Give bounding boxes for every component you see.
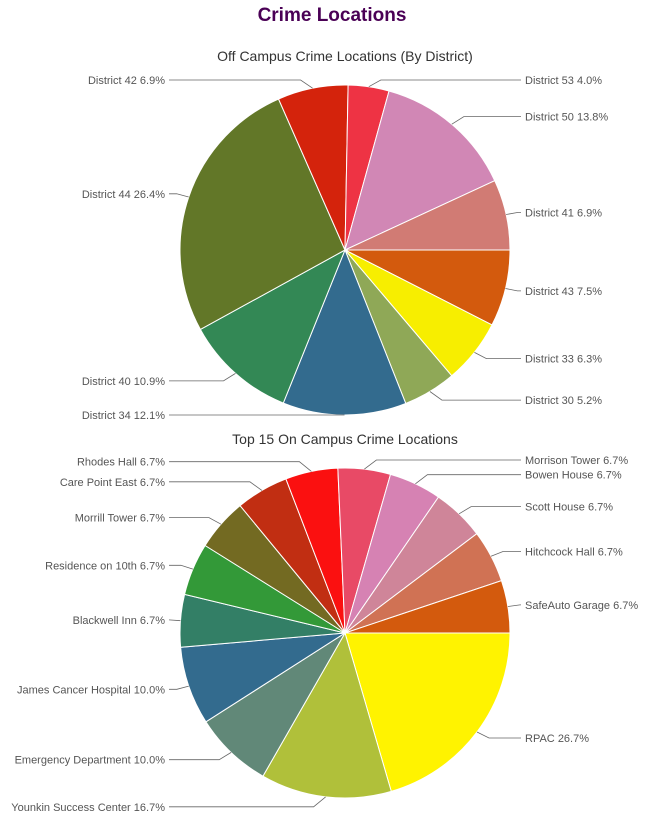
slice-label-safeauto-garage: SafeAuto Garage 6.7% xyxy=(525,600,638,612)
slice-label-morrison-tower: Morrison Tower 6.7% xyxy=(525,455,628,467)
off-campus-labels: District 53 4.0% District 50 13.8% Distric… xyxy=(82,75,609,422)
leader-line xyxy=(169,564,194,570)
slice-label-district-53: District 53 4.0% xyxy=(525,75,602,87)
page-title: Crime Locations xyxy=(257,5,407,26)
leader-line xyxy=(490,551,521,557)
leader-line xyxy=(169,481,263,491)
on-campus-labels: Morrison Tower 6.7% Bowen House 6.7% Scott… xyxy=(11,455,638,814)
slice-label-district-34: District 34 12.1% xyxy=(82,410,165,422)
leader-line xyxy=(169,461,312,472)
leader-line xyxy=(364,459,521,470)
leader-line xyxy=(169,796,326,808)
slice-label-bowen-house: Bowen House 6.7% xyxy=(525,470,622,482)
leader-line xyxy=(474,352,521,360)
leader-line xyxy=(507,604,521,607)
slice-label-care-point-east: Care Point East 6.7% xyxy=(60,477,165,489)
off-campus-slices xyxy=(179,84,511,416)
off-campus-pie-chart: Off Campus Crime Locations (By District)… xyxy=(82,48,609,422)
slice-label-younkin-success-center: Younkin Success Center 16.7% xyxy=(11,802,165,814)
leader-line xyxy=(169,79,313,89)
on-campus-pie-chart: Top 15 On Campus Crime Locations Morrison… xyxy=(11,431,638,814)
leader-line xyxy=(168,619,181,622)
slice-label-residence-on-10th: Residence on 10th 6.7% xyxy=(45,560,165,572)
leader-line xyxy=(368,79,521,88)
leader-line xyxy=(429,391,521,401)
slice-label-district-33: District 33 6.3% xyxy=(525,354,602,366)
leader-line xyxy=(169,752,232,761)
slice-label-district-50: District 50 13.8% xyxy=(525,112,608,124)
leader-line xyxy=(505,288,521,292)
slice-label-scott-house: Scott House 6.7% xyxy=(525,502,613,514)
leader-line xyxy=(476,731,521,739)
slice-label-blackwell-inn: Blackwell Inn 6.7% xyxy=(73,615,166,627)
off-campus-chart-title: Off Campus Crime Locations (By District) xyxy=(217,48,473,64)
leader-line xyxy=(169,685,189,690)
leader-line xyxy=(458,506,521,515)
slice-label-rhodes-hall: Rhodes Hall 6.7% xyxy=(77,457,165,469)
leader-line xyxy=(169,517,222,525)
leader-line xyxy=(169,193,189,198)
leader-line xyxy=(169,373,236,382)
slice-label-morrill-tower: Morrill Tower 6.7% xyxy=(75,513,165,525)
leader-line xyxy=(451,116,521,125)
slice-label-rpac: RPAC 26.7% xyxy=(525,733,589,745)
pie-slice-district-50 xyxy=(344,90,496,251)
slice-label-james-cancer-hospital: James Cancer Hospital 10.0% xyxy=(17,684,165,696)
on-campus-chart-title: Top 15 On Campus Crime Locations xyxy=(232,431,458,447)
slice-label-district-44: District 44 26.4% xyxy=(82,189,165,201)
slice-label-emergency-department: Emergency Department 10.0% xyxy=(15,755,166,767)
pie-slice-district-40 xyxy=(199,248,346,404)
on-campus-slices xyxy=(179,467,511,799)
slice-label-hitchcock-hall: Hitchcock Hall 6.7% xyxy=(525,547,623,559)
pie-slice-safeauto-garage xyxy=(344,580,511,634)
slice-label-district-42: District 42 6.9% xyxy=(88,75,165,87)
leader-line xyxy=(506,211,521,215)
slice-label-district-41: District 41 6.9% xyxy=(525,207,602,219)
pie-slice-district-41 xyxy=(344,180,511,251)
slice-label-district-30: District 30 5.2% xyxy=(525,395,602,407)
pie-slice-younkin-success-center xyxy=(262,631,392,799)
leader-line xyxy=(415,474,521,485)
slice-label-district-40: District 40 10.9% xyxy=(82,376,165,388)
slice-label-district-43: District 43 7.5% xyxy=(525,286,602,298)
